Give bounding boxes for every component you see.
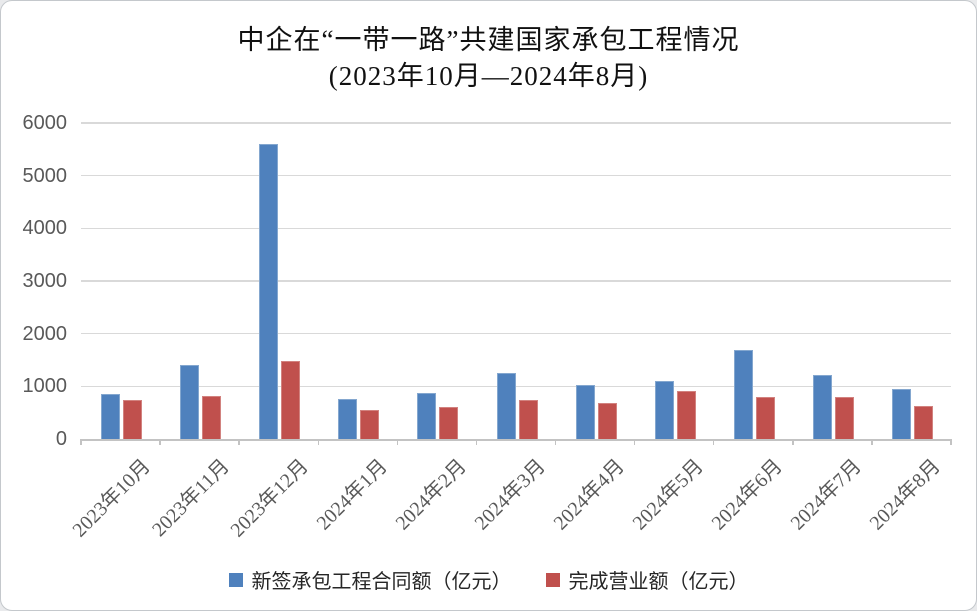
x-axis: 2023年10月 2023年11月 2023年12月 2024年1月 2024年2月 20… [68,451,951,556]
bar [417,392,437,439]
axis-tick [792,439,794,445]
legend-marker [228,572,243,587]
legend-item: 完成营业额（亿元） [545,565,749,594]
axis-tick [950,439,952,445]
x-axis-label: 2024年8月 [866,455,946,535]
x-axis-label: 2023年11月 [147,455,234,541]
axis-tick [871,439,873,445]
bar [338,398,358,439]
y-axis-label: 0 [55,428,67,450]
axis-tick [712,439,715,445]
axis-tick [475,439,478,445]
gridline [81,385,951,388]
x-axis-label: 2024年5月 [628,455,708,535]
legend: 新签承包工程合同额（亿元） 完成营业额（亿元） [1,565,976,594]
bar [891,389,911,439]
bar [676,391,696,439]
legend-item: 新签承包工程合同额（亿元） [228,565,512,594]
axis-tick [554,439,557,445]
bar [123,399,143,439]
bar [439,406,459,439]
y-axis: 0 1000 2000 3000 4000 5000 6000 [1,112,68,450]
gridline [81,122,951,124]
bar [755,397,775,439]
bar [202,395,222,439]
y-axis-label: 6000 [22,112,68,134]
bar [259,143,279,439]
bar [654,381,674,439]
axis-tick [633,439,636,445]
chart-subtitle: (2023年10月—2024年8月) [328,61,649,91]
bar [101,393,121,439]
plot-area [80,122,952,445]
gridline [81,280,951,282]
x-axis-label: 2024年1月 [312,455,392,535]
bar [834,397,854,439]
y-axis-label: 3000 [22,270,68,292]
bar [812,375,832,439]
x-axis-label: 2024年2月 [391,455,471,535]
y-axis-label: 1000 [22,375,68,398]
bar [913,405,933,439]
bar [360,409,380,439]
gridline [81,174,951,177]
y-axis-label: 4000 [22,217,68,240]
x-axis-label: 2024年6月 [707,455,788,535]
axis-tick [159,439,161,445]
gridline [81,227,951,230]
x-axis-label: 2024年7月 [786,455,867,535]
axis-tick [80,439,82,445]
axis-tick [238,439,240,445]
gridline [81,332,951,335]
x-axis-label: 2023年10月 [68,455,155,542]
axis-tick [317,439,320,445]
legend-marker [545,572,560,587]
legend-label: 新签承包工程合同额（亿元） [251,571,512,593]
bar [597,402,617,439]
x-axis-label: 2024年4月 [549,455,629,535]
bar [180,365,200,439]
axis-tick [396,439,399,445]
x-axis-label: 2024年3月 [470,455,550,535]
bar [518,399,538,439]
bar [733,350,753,439]
chart-title: 中企在“一带一路”共建国家承包工程情况 [237,25,740,55]
y-axis-label: 5000 [22,164,68,187]
y-axis-label: 2000 [22,322,68,345]
bar [281,361,301,439]
legend-label: 完成营业额（亿元） [568,571,749,593]
bar [575,385,595,439]
bar [496,373,516,439]
x-axis-label: 2023年12月 [226,455,313,542]
